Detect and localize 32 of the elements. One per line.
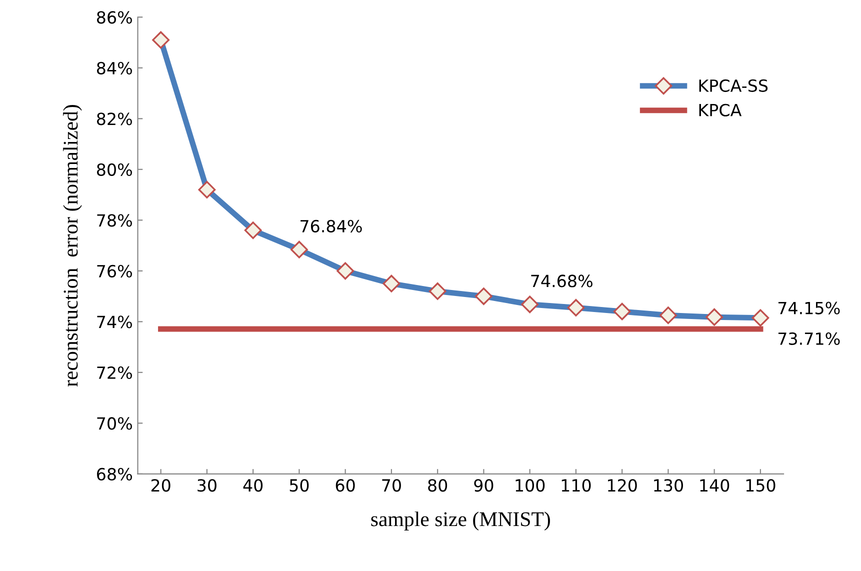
x-tick-label: 50 <box>290 479 309 492</box>
data-label: 76.84% <box>300 220 362 232</box>
y-tick-label: 72% <box>97 366 132 379</box>
x-axis-title: sample size (MNIST) <box>371 512 550 530</box>
x-tick-label: 100 <box>516 479 545 492</box>
data-label: 73.71% <box>778 332 840 345</box>
x-tick-label: 70 <box>382 479 401 492</box>
x-tick-label: 40 <box>243 479 263 492</box>
x-tick-label: 30 <box>198 479 216 492</box>
y-tick-label: 74% <box>97 316 132 328</box>
y-tick-label: 82% <box>96 112 132 126</box>
y-tick-label: 76% <box>97 264 132 278</box>
y-tick-label: 78% <box>97 214 132 227</box>
legend-label: KPCA-SS <box>699 79 768 92</box>
y-tick-label: 70% <box>97 417 132 430</box>
legend-label: KPCA <box>699 104 742 116</box>
x-tick-label: 150 <box>746 479 776 492</box>
data-label: 74.15% <box>778 302 840 314</box>
data-label: 74.68% <box>531 274 592 288</box>
x-tick-label: 130 <box>654 479 683 492</box>
y-axis-title: reconstruction error (normalized) <box>63 105 82 387</box>
y-tick-label: 68% <box>97 468 132 480</box>
x-tick-label: 20 <box>151 479 170 492</box>
x-tick-label: 140 <box>700 479 730 492</box>
x-tick-label: 110 <box>562 479 591 492</box>
y-tick-label: 86% <box>96 11 132 24</box>
x-tick-label: 90 <box>474 479 494 492</box>
x-tick-label: 80 <box>428 479 448 492</box>
x-tick-label: 60 <box>336 479 355 492</box>
y-tick-label: 84% <box>96 62 132 74</box>
x-tick-label: 120 <box>608 479 637 492</box>
y-tick-label: 80% <box>96 163 132 176</box>
